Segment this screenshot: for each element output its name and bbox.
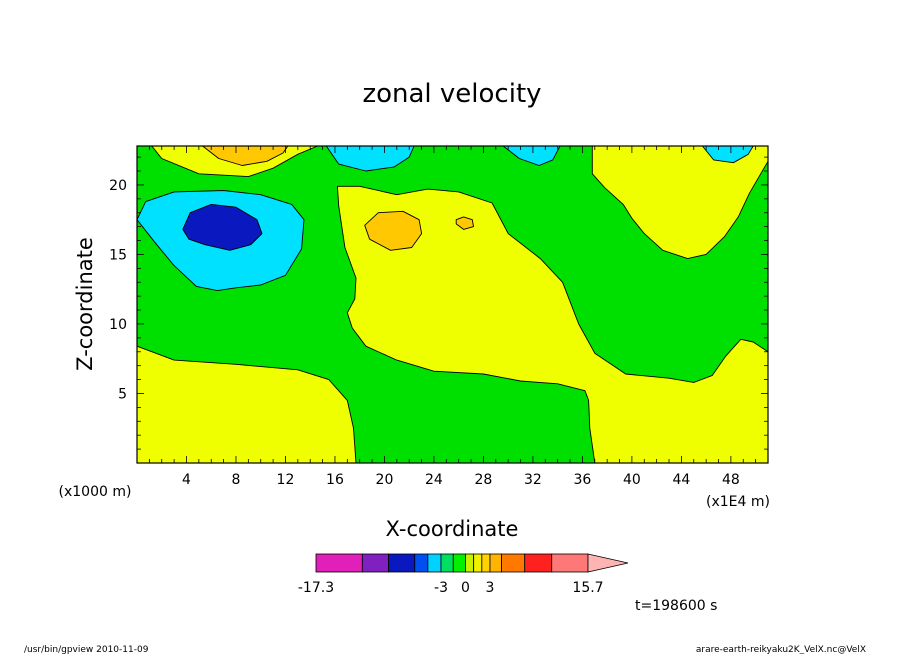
contour-region-weak_positive-1 (336, 185, 769, 464)
colorbar-bin (551, 553, 589, 573)
x-tick-label: 8 (232, 472, 241, 488)
colorbar-bin (414, 553, 429, 573)
contour-region-positive-6 (455, 216, 474, 230)
colorbar-label: 3 (486, 580, 495, 596)
colorbar-label: -17.3 (298, 580, 334, 596)
y-tick-label: 5 (118, 386, 127, 402)
colorbar-bin (501, 553, 526, 573)
colorbar-bin (452, 553, 466, 573)
x-tick-label: 24 (425, 472, 443, 488)
contour-region-weak_positive-2 (591, 145, 769, 260)
colorbar-bin (481, 553, 491, 573)
y-axis-ticks: 5 10 15 20 (109, 156, 768, 450)
x-tick-label: 32 (524, 472, 542, 488)
x-tick-label: 48 (722, 472, 740, 488)
colorbar-bin (489, 553, 502, 573)
contour-regions (136, 145, 769, 464)
colorbar-bin (388, 553, 416, 573)
y-axis-label: Z-coordinate (73, 237, 97, 371)
colorbar: -17.3 -3 0 3 15.7 (298, 553, 629, 596)
x-tick-label: 4 (182, 472, 191, 488)
colorbar-bin (440, 553, 454, 573)
x-tick-label: 20 (376, 472, 394, 488)
x-tick-label: 12 (277, 472, 295, 488)
x-axis-ticks: 4 8 12 16 20 24 28 32 36 40 44 48 (148, 146, 757, 488)
colorbar-label: -3 (434, 580, 448, 596)
y-tick-label: 10 (109, 317, 127, 333)
x-unit-left-label: (x1000 m) (59, 484, 132, 500)
colorbar-bin (524, 553, 553, 573)
footer-left-text: /usr/bin/gpview 2010-11-09 (24, 645, 149, 654)
x-tick-label: 16 (326, 472, 344, 488)
y-tick-label: 15 (109, 247, 127, 263)
contour-region-positive-5 (364, 210, 423, 251)
colorbar-bin (361, 553, 389, 573)
chart-title: zonal velocity (362, 79, 541, 109)
footer-right-text: arare-earth-reikyaku2K_VelX.nc@VelX (696, 645, 866, 654)
plot-frame (136, 145, 769, 464)
colorbar-label: 0 (461, 580, 470, 596)
y-tick-label: 20 (109, 178, 127, 194)
colorbar-bin (427, 553, 442, 573)
contour-region-strong_negative-8 (182, 203, 263, 251)
colorbar-bin (465, 553, 475, 573)
x-tick-label: 40 (623, 472, 641, 488)
colorbar-bin (315, 553, 363, 573)
colorbar-overflow-triangle (587, 553, 629, 573)
x-unit-right-label: (x1E4 m) (706, 494, 770, 510)
colorbar-bin (473, 553, 483, 573)
x-tick-label: 44 (672, 472, 690, 488)
x-axis-label: X-coordinate (386, 517, 519, 541)
colorbar-label: 15.7 (572, 580, 603, 596)
time-label: t=198600 s (635, 598, 717, 614)
x-tick-label: 28 (475, 472, 493, 488)
x-tick-label: 36 (573, 472, 591, 488)
